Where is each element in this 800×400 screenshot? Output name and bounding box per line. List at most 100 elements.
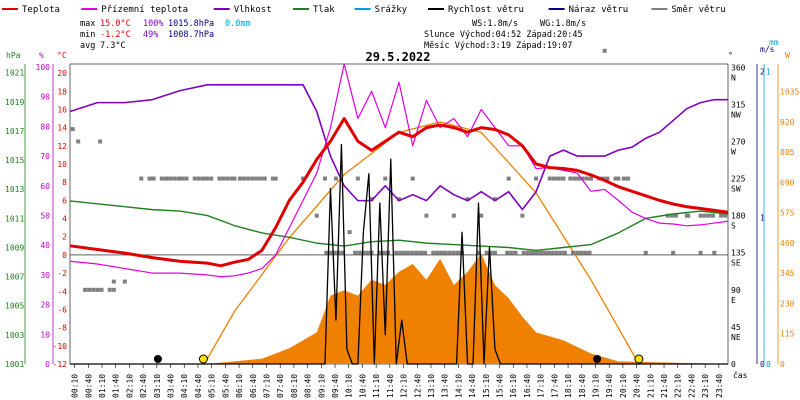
axis-hpa-tick: 1015 [5, 156, 24, 165]
wind-direction-point [238, 177, 242, 181]
wind-direction-point [419, 251, 423, 255]
x-tick-label: 20:10 [619, 374, 628, 398]
axis-temp-tick: -2 [57, 269, 67, 278]
axis-wm2-tick: 345 [780, 269, 795, 278]
wind-direction-point [711, 214, 715, 218]
x-tick-label: 11:10 [372, 374, 381, 398]
wind-direction-point [452, 251, 456, 255]
x-tick-label: 15:40 [496, 374, 505, 398]
wind-direction-point [315, 214, 319, 218]
x-axis-label: čas [733, 370, 748, 380]
axis-hpa-tick: 1013 [5, 185, 24, 194]
stats-slunce: Slunce Východ:04:52 Západ:20:45 [424, 30, 583, 40]
x-tick-label: 18:10 [564, 374, 573, 398]
x-tick-label: 13:10 [427, 374, 436, 398]
sunset-marker [635, 355, 643, 363]
axis-dir-tick: 135 [731, 249, 746, 258]
wind-direction-point [246, 177, 250, 181]
wind-direction-point [423, 251, 427, 255]
wind-direction-point [614, 177, 618, 181]
axis-temp-tick: -10 [53, 342, 68, 351]
x-tick-label: 10:10 [345, 374, 354, 398]
x-tick-label: 23:40 [715, 374, 724, 398]
weather-chart: Teplota Přízemní teplota Vlhkost Tlak Srážky… [0, 0, 800, 400]
stats-min-temp: -1.2°C [100, 30, 131, 40]
axis-temp-tick: -12 [53, 360, 68, 369]
axis-temp-tick: 8 [62, 178, 67, 187]
wind-direction-point [563, 251, 567, 255]
axis-pct-tick: 0 [45, 360, 50, 369]
wind-direction-point [707, 214, 711, 218]
wind-direction-point [95, 288, 99, 292]
axis-dir-label: ° [728, 51, 733, 60]
axis-pct-tick: 40 [40, 241, 50, 250]
legend: Teplota Přízemní teplota Vlhkost Tlak Srážky… [2, 5, 726, 15]
x-tick-label: 10:40 [358, 374, 367, 398]
wind-direction-point [83, 288, 87, 292]
wind-direction-point [542, 251, 546, 255]
axis-dir-name: S [731, 222, 736, 231]
x-tick-label: 15:10 [482, 374, 491, 398]
wind-direction-point [152, 177, 156, 181]
wind-direction-point [514, 251, 518, 255]
axis-temp-tick: 10 [57, 160, 67, 169]
x-tick-label: 18:40 [578, 374, 587, 398]
axis-wm2-tick: 1035 [780, 88, 799, 97]
wind-direction-point [603, 49, 607, 53]
wind-direction-point [148, 177, 152, 181]
axis-dir-tick: 225 [731, 175, 746, 184]
legend-item-label: Teplota [22, 5, 60, 15]
axis-dir-tick: 360 [731, 63, 746, 72]
axis-hpa-label: hPa [6, 51, 21, 60]
wind-direction-point [686, 214, 690, 218]
wind-direction-point [699, 214, 703, 218]
axis-temp-tick: 16 [57, 105, 67, 114]
axis-hpa-tick: 1011 [5, 214, 24, 223]
axis-dir-tick: 270 [731, 137, 746, 146]
wind-direction-point [402, 251, 406, 255]
x-tick-label: 22:40 [687, 374, 696, 398]
axis-temp-tick: 0 [62, 251, 67, 260]
wind-direction-point [699, 251, 703, 255]
axis-temp-tick: 18 [57, 87, 67, 96]
stats-max-label: max [80, 19, 95, 29]
wind-direction-point [193, 177, 197, 181]
stats-min-hum: 49% [143, 30, 158, 40]
plot-area [70, 49, 728, 364]
wind-direction-point [185, 177, 189, 181]
wind-direction-point [555, 251, 559, 255]
wind-direction-point [622, 177, 626, 181]
stats-min-press: 1008.7hPa [168, 30, 214, 40]
x-tick-label: 22:10 [674, 374, 683, 398]
wind-direction-point [452, 214, 456, 218]
wind-direction-point [226, 177, 230, 181]
wind-direction-point [353, 251, 357, 255]
axis-pct-tick: 20 [40, 301, 50, 310]
x-tick-label: 16:10 [509, 374, 518, 398]
axis-hpa-tick: 1007 [5, 273, 24, 282]
wind-direction-point [509, 251, 513, 255]
wind-direction-point [546, 251, 550, 255]
axis-wm2-tick: 805 [780, 148, 795, 157]
wind-direction-point [87, 288, 91, 292]
wind-direction-point [444, 251, 448, 255]
wind-direction-point [526, 251, 530, 255]
axis-pct-tick: 70 [40, 152, 50, 161]
wind-direction-point [398, 251, 402, 255]
x-tick-label: 07:40 [276, 374, 285, 398]
x-tick-label: 19:40 [605, 374, 614, 398]
axis-dir-name: E [731, 296, 736, 305]
x-tick-label: 13:40 [441, 374, 450, 398]
axis-temp-tick: -4 [57, 287, 67, 296]
wind-direction-point [435, 251, 439, 255]
wind-direction-point [91, 288, 95, 292]
wind-direction-point [334, 177, 338, 181]
axis-wm2-tick: 690 [780, 178, 795, 187]
axis-temp-tick: 2 [62, 233, 67, 242]
x-tick-label: 08:10 [290, 374, 299, 398]
x-tick-label: 08:40 [304, 374, 313, 398]
axis-pct-tick: 10 [40, 330, 50, 339]
wind-direction-point [172, 177, 176, 181]
x-tick-label: 01:10 [98, 374, 107, 398]
axis-wm2-label: W [785, 51, 790, 60]
